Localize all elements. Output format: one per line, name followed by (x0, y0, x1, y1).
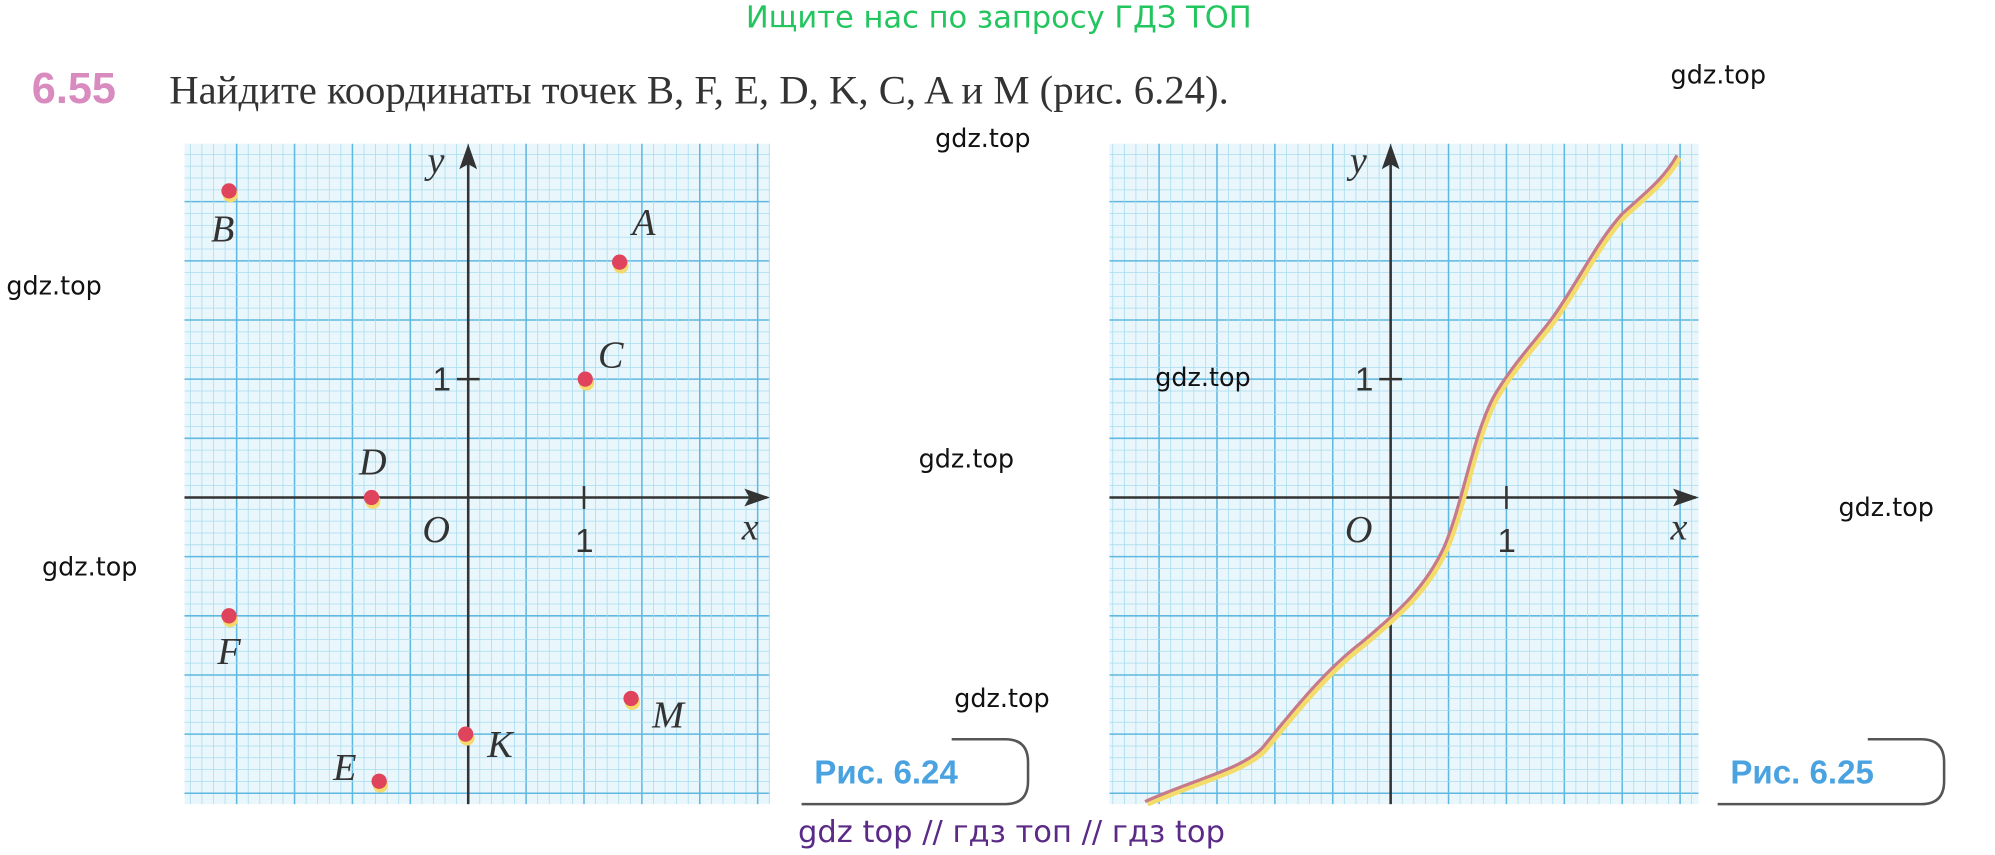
point (371, 773, 387, 789)
point-label: D (358, 441, 387, 483)
x-arrow (744, 488, 770, 507)
grids (184, 143, 1699, 805)
watermark: gdz.top (1839, 492, 1934, 522)
curve (1144, 154, 1679, 804)
x-axis-label: x (741, 506, 759, 548)
watermark: gdz.top (919, 444, 1014, 474)
point-label: B (211, 209, 234, 251)
watermark: gdz.top (935, 123, 1030, 153)
footer: gdz top // гдз топ // гдз top (798, 815, 1225, 850)
x-unit-label: 1 (1498, 523, 1516, 560)
y-axis-label: y (1346, 140, 1367, 182)
caption-frame (1717, 737, 1946, 806)
banner: Ищите нас по запросу ГДЗ ТОП (746, 1, 1252, 36)
point (623, 690, 639, 707)
point-label: K (486, 724, 515, 766)
point (611, 254, 628, 270)
watermark: gdz.top (954, 683, 1049, 713)
watermark: gdz.top (42, 552, 137, 582)
y-arrow (1381, 143, 1400, 170)
origin-label: O (422, 509, 450, 551)
y-unit-label: 1 (1355, 361, 1373, 398)
y-unit-label: 1 (433, 361, 451, 398)
figure-caption: Рис. 6.25 (1730, 755, 1874, 792)
point (221, 608, 237, 624)
point (458, 726, 474, 742)
figure-caption: Рис. 6.24 (814, 755, 958, 792)
y-axis-label: y (424, 140, 445, 182)
point-label: F (216, 631, 241, 673)
point (221, 183, 237, 199)
problem-text: Найдите координаты точек B, F, E, D, K, … (169, 67, 1229, 112)
x-axis-label: x (1670, 506, 1688, 548)
x-arrow (1673, 488, 1699, 507)
point-label: C (598, 335, 624, 377)
point-label: A (629, 202, 656, 244)
watermark: gdz.top (1155, 362, 1250, 392)
point (577, 371, 593, 387)
point (363, 489, 380, 506)
curve-shadow (1146, 156, 1682, 807)
y-arrow (459, 143, 478, 170)
watermark: gdz.top (1671, 59, 1766, 89)
watermark: gdz.top (6, 271, 101, 301)
problem-number: 6.55 (32, 65, 116, 113)
caption-frame (801, 737, 1030, 806)
point-label: M (651, 695, 686, 737)
x-unit-label: 1 (575, 523, 593, 560)
point-label: E (332, 747, 356, 789)
origin-label: O (1345, 509, 1373, 551)
